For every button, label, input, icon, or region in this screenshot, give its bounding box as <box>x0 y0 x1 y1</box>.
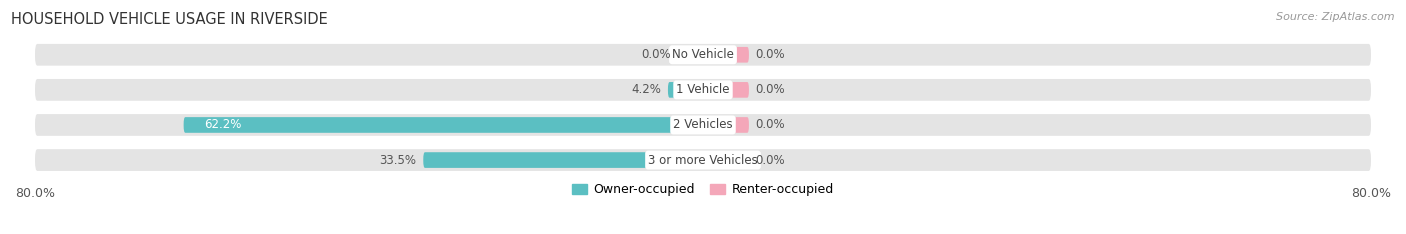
Text: 62.2%: 62.2% <box>204 118 242 132</box>
Text: 0.0%: 0.0% <box>755 48 785 61</box>
FancyBboxPatch shape <box>35 149 1371 171</box>
FancyBboxPatch shape <box>703 82 749 98</box>
Text: HOUSEHOLD VEHICLE USAGE IN RIVERSIDE: HOUSEHOLD VEHICLE USAGE IN RIVERSIDE <box>11 12 328 27</box>
FancyBboxPatch shape <box>668 82 703 98</box>
FancyBboxPatch shape <box>184 117 703 133</box>
Text: 33.5%: 33.5% <box>380 154 416 167</box>
Text: 4.2%: 4.2% <box>631 83 661 96</box>
FancyBboxPatch shape <box>703 117 749 133</box>
FancyBboxPatch shape <box>35 114 1371 136</box>
Text: 0.0%: 0.0% <box>755 83 785 96</box>
Text: 0.0%: 0.0% <box>755 154 785 167</box>
Text: 1 Vehicle: 1 Vehicle <box>676 83 730 96</box>
Text: 0.0%: 0.0% <box>755 118 785 132</box>
FancyBboxPatch shape <box>703 47 749 63</box>
Text: Source: ZipAtlas.com: Source: ZipAtlas.com <box>1277 12 1395 22</box>
FancyBboxPatch shape <box>423 152 703 168</box>
Legend: Owner-occupied, Renter-occupied: Owner-occupied, Renter-occupied <box>568 178 838 201</box>
Text: No Vehicle: No Vehicle <box>672 48 734 61</box>
Text: 3 or more Vehicles: 3 or more Vehicles <box>648 154 758 167</box>
FancyBboxPatch shape <box>35 44 1371 66</box>
FancyBboxPatch shape <box>703 152 749 168</box>
Text: 2 Vehicles: 2 Vehicles <box>673 118 733 132</box>
FancyBboxPatch shape <box>35 79 1371 101</box>
Text: 0.0%: 0.0% <box>641 48 671 61</box>
